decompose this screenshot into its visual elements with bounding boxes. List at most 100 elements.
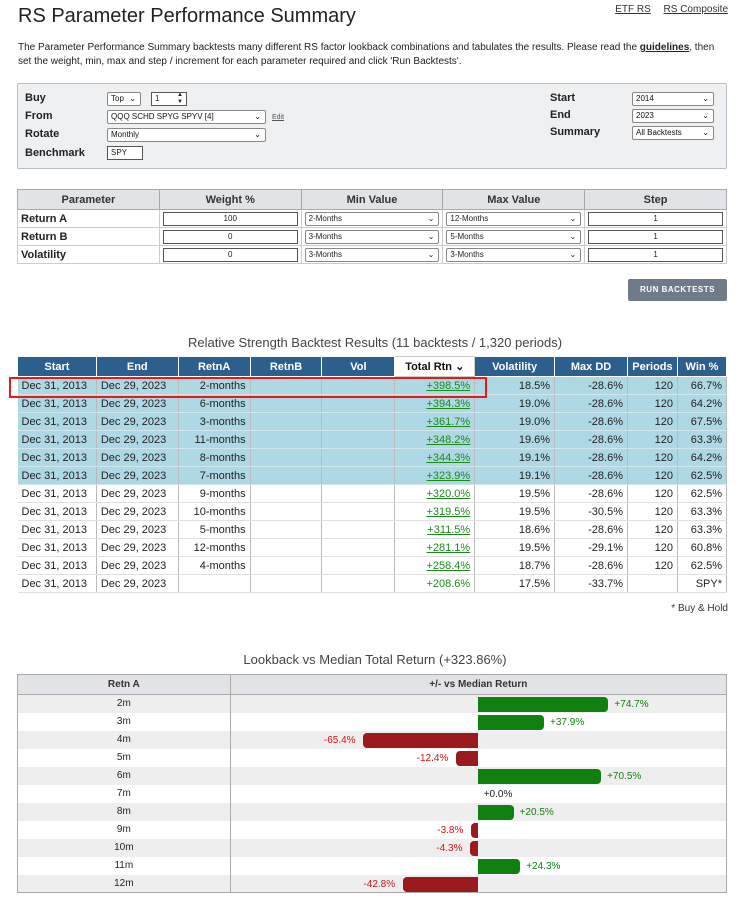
cell-retnb [250, 574, 323, 593]
chevron-down-icon: ⌄ [254, 130, 261, 139]
chart-bar-cell: +37.9% [229, 712, 728, 731]
rotate-select[interactable]: Monthly ⌄ [107, 128, 266, 142]
cell-periods: 120 [627, 448, 678, 467]
min-value-select[interactable]: 2-Months ⌄ [304, 211, 440, 226]
cell-win: 62.5% [677, 556, 728, 575]
min-value-select[interactable]: 3-Months ⌄ [304, 247, 440, 262]
chart-ylabel: +/- vs Median Return [229, 674, 728, 695]
cell-vol [321, 466, 396, 485]
param-row-volatility: Volatility 0 3-Months ⌄ 3-Months ⌄ 1 [17, 245, 727, 264]
max-value-select[interactable]: 12-Months ⌄ [446, 211, 582, 226]
weight-input[interactable]: 100 [162, 211, 298, 226]
chevron-down-icon: ⌄ [569, 213, 577, 223]
chart-bar [402, 876, 478, 892]
chart-bar-cell: +0.0% [229, 784, 728, 803]
table-row: Dec 31, 2013 Dec 29, 2023 3-months +361.7% 1… [17, 412, 728, 431]
chart-category-label: 12m [17, 874, 231, 893]
cell-volatility: 19.6% [474, 430, 556, 449]
chart-data-label: +70.5% [607, 770, 642, 782]
cell-total-rtn[interactable]: +258.4% [394, 556, 476, 575]
max-value-select[interactable]: 3-Months ⌄ [446, 247, 582, 262]
cell-volatility: 19.5% [474, 484, 556, 503]
chart-data-label: +0.0% [483, 788, 513, 800]
step-input[interactable]: 1 [588, 211, 723, 226]
results-header-retnb[interactable]: RetnB [249, 356, 323, 377]
chart-data-label: -65.4% [323, 734, 356, 746]
stepper-arrows-icon[interactable]: ▲ ▼ [177, 92, 183, 105]
cell-total-rtn[interactable]: +319.5% [394, 502, 476, 521]
chart-category-label: 5m [17, 748, 231, 767]
cell-start: Dec 31, 2013 [17, 574, 97, 593]
cell-volatility: 17.5% [474, 574, 556, 593]
results-header-win[interactable]: Win % [676, 356, 728, 377]
cell-vol [321, 556, 396, 575]
min-value-select[interactable]: 3-Months ⌄ [304, 229, 440, 244]
cell-periods: 120 [627, 430, 678, 449]
buy-count-stepper[interactable]: 1 ▲ ▼ [151, 92, 187, 106]
cell-total-rtn[interactable]: +361.7% [394, 412, 476, 431]
results-header-start[interactable]: Start [17, 356, 97, 377]
chart-row: 8m +20.5% [17, 802, 728, 821]
cell-total-rtn[interactable]: +344.3% [394, 448, 476, 467]
cell-vol [321, 376, 396, 395]
chart-bar-cell: +24.3% [229, 856, 728, 875]
end-select[interactable]: 2023 ⌄ [632, 109, 714, 123]
guidelines-link[interactable]: guidelines [639, 42, 690, 53]
results-header-end[interactable]: End [95, 356, 179, 377]
param-header-min: Min Value [300, 189, 444, 210]
cell-start: Dec 31, 2013 [17, 376, 97, 395]
cell-total-rtn[interactable]: +281.1% [394, 538, 476, 557]
cell-periods: 120 [627, 484, 678, 503]
weight-input[interactable]: 0 [162, 229, 298, 244]
cell-vol [321, 430, 396, 449]
chart-row: 4m -65.4% [17, 730, 728, 749]
cell-vol [321, 520, 396, 539]
chart-bar-cell: -4.3% [229, 838, 728, 857]
chevron-down-icon: ⌄ [427, 231, 435, 241]
cell-total-rtn[interactable]: +323.9% [394, 466, 476, 485]
start-select[interactable]: 2014 ⌄ [632, 92, 714, 106]
rs-composite-link[interactable]: RS Composite [663, 4, 728, 15]
chart-row: 7m +0.0% [17, 784, 728, 803]
param-row-return-b: Return B 0 3-Months ⌄ 5-Months ⌄ 1 [17, 227, 727, 246]
chart-bar-cell: -12.4% [229, 748, 728, 767]
from-label: From [25, 110, 53, 122]
etf-rs-link[interactable]: ETF RS [615, 4, 651, 15]
cell-end: Dec 29, 2023 [96, 520, 179, 539]
max-value-select[interactable]: 5-Months ⌄ [446, 229, 582, 244]
benchmark-row: Dec 31, 2013 Dec 29, 2023 +208.6% 17.5% -33.… [17, 574, 728, 593]
results-header-max-dd[interactable]: Max DD [554, 356, 628, 377]
param-name: Volatility [17, 245, 160, 264]
cell-vol [321, 394, 396, 413]
cell-total-rtn[interactable]: +398.5% [394, 376, 476, 395]
cell-end: Dec 29, 2023 [96, 556, 179, 575]
step-input[interactable]: 1 [588, 229, 723, 244]
chart-row: 5m -12.4% [17, 748, 728, 767]
results-header-volatility[interactable]: Volatility [474, 356, 556, 377]
run-backtests-button[interactable]: RUN BACKTESTS [628, 279, 727, 301]
from-select[interactable]: QQQ SCHD SPYG SPYV [4] ⌄ [107, 110, 266, 124]
chart-bar [477, 804, 514, 820]
cell-win: 62.5% [677, 466, 728, 485]
buy-mode-select[interactable]: Top ⌄ [107, 92, 141, 106]
cell-total-rtn[interactable]: +348.2% [394, 430, 476, 449]
results-header-periods[interactable]: Periods [627, 356, 678, 377]
cell-total-rtn[interactable]: +320.0% [394, 484, 476, 503]
benchmark-input[interactable]: SPY [107, 146, 143, 160]
cell-volatility: 19.1% [474, 448, 556, 467]
edit-link[interactable]: Edit [272, 114, 285, 121]
cell-periods: 120 [627, 502, 678, 521]
chart-bar-cell: -65.4% [229, 730, 728, 749]
cell-total-rtn[interactable]: +311.5% [394, 520, 476, 539]
results-header-retna[interactable]: RetnA [177, 356, 251, 377]
results-header-total-rtn[interactable]: Total Rtn ⌄ [394, 356, 476, 377]
step-input[interactable]: 1 [588, 247, 723, 262]
weight-input[interactable]: 0 [162, 247, 298, 262]
cell-periods: 120 [627, 376, 678, 395]
results-header-vol[interactable]: Vol [321, 356, 396, 377]
cell-total-rtn[interactable]: +394.3% [394, 394, 476, 413]
chart-row: 3m +37.9% [17, 712, 728, 731]
summary-select[interactable]: All Backtests ⌄ [632, 126, 714, 140]
param-name: Return B [17, 227, 160, 246]
cell-win: 63.3% [677, 520, 728, 539]
